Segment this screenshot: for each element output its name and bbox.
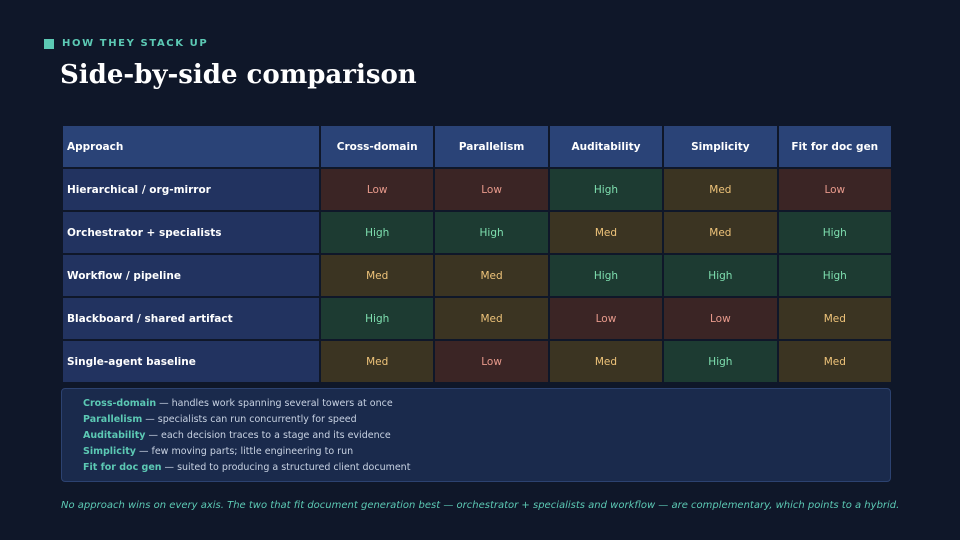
legend-term: Cross-domain bbox=[83, 398, 157, 409]
table-row: Single-agent baseline Med Low Med High M… bbox=[63, 341, 891, 382]
legend-item: Auditability — each decision traces to a… bbox=[83, 428, 890, 444]
header-parallelism: Parallelism bbox=[435, 126, 548, 167]
comparison-table: Approach Cross-domain Parallelism Audita… bbox=[61, 124, 893, 384]
header-auditability: Auditability bbox=[549, 126, 663, 167]
section-eyebrow: HOW THEY STACK UP bbox=[44, 38, 208, 49]
legend-term: Simplicity bbox=[83, 446, 136, 457]
rating-cell: High bbox=[321, 212, 434, 253]
rating-cell: Med bbox=[435, 255, 548, 296]
table-row: Hierarchical / org-mirror Low Low High M… bbox=[63, 169, 891, 210]
rating-cell: High bbox=[435, 212, 548, 253]
row-label: Single-agent baseline bbox=[63, 341, 319, 382]
legend-description: — handles work spanning several towers a… bbox=[156, 398, 393, 409]
rating-cell: Med bbox=[321, 255, 434, 296]
row-label: Hierarchical / org-mirror bbox=[63, 169, 319, 210]
rating-cell: Med bbox=[778, 298, 891, 339]
footnote: No approach wins on every axis. The two … bbox=[61, 500, 900, 511]
legend-item: Fit for doc gen — suited to producing a … bbox=[83, 460, 890, 476]
rating-cell: High bbox=[664, 341, 777, 382]
rating-cell: Med bbox=[664, 169, 777, 210]
legend-description: — specialists can run concurrently for s… bbox=[142, 414, 357, 425]
table-row: Blackboard / shared artifact High Med Lo… bbox=[63, 298, 891, 339]
rating-cell: Low bbox=[778, 169, 891, 210]
legend-term: Parallelism bbox=[83, 414, 143, 425]
page-title: Side-by-side comparison bbox=[60, 60, 417, 90]
legend-description: — suited to producing a structured clien… bbox=[161, 462, 411, 473]
rating-cell: High bbox=[549, 255, 663, 296]
header-simplicity: Simplicity bbox=[664, 126, 777, 167]
rating-cell: Med bbox=[549, 212, 663, 253]
legend-term: Auditability bbox=[83, 430, 146, 441]
rating-cell: Med bbox=[549, 341, 663, 382]
rating-cell: Low bbox=[435, 341, 548, 382]
rating-cell: High bbox=[321, 298, 434, 339]
legend-item: Simplicity — few moving parts; little en… bbox=[83, 444, 890, 460]
eyebrow-label: HOW THEY STACK UP bbox=[62, 38, 209, 49]
row-label: Workflow / pipeline bbox=[63, 255, 319, 296]
table-row: Orchestrator + specialists High High Med… bbox=[63, 212, 891, 253]
header-fit-for-doc-gen: Fit for doc gen bbox=[778, 126, 891, 167]
rating-cell: Low bbox=[435, 169, 548, 210]
rating-cell: Med bbox=[435, 298, 548, 339]
legend-description: — few moving parts; little engineering t… bbox=[135, 446, 354, 457]
rating-cell: Med bbox=[664, 212, 777, 253]
rating-cell: Med bbox=[321, 341, 434, 382]
rating-cell: Low bbox=[321, 169, 434, 210]
row-label: Orchestrator + specialists bbox=[63, 212, 319, 253]
header-cross-domain: Cross-domain bbox=[321, 126, 434, 167]
rating-cell: Low bbox=[664, 298, 777, 339]
table-header-row: Approach Cross-domain Parallelism Audita… bbox=[63, 126, 891, 167]
rating-cell: High bbox=[778, 212, 891, 253]
legend-item: Parallelism — specialists can run concur… bbox=[83, 412, 890, 428]
legend-box: Cross-domain — handles work spanning sev… bbox=[61, 388, 891, 482]
rating-cell: Low bbox=[549, 298, 663, 339]
header-approach: Approach bbox=[63, 126, 319, 167]
rating-cell: High bbox=[549, 169, 663, 210]
accent-square-icon bbox=[44, 38, 54, 49]
rating-cell: High bbox=[664, 255, 777, 296]
legend-description: — each decision traces to a stage and it… bbox=[145, 430, 391, 441]
table-row: Workflow / pipeline Med Med High High Hi… bbox=[63, 255, 891, 296]
legend-item: Cross-domain — handles work spanning sev… bbox=[83, 396, 890, 412]
legend-term: Fit for doc gen bbox=[83, 462, 162, 473]
rating-cell: High bbox=[778, 255, 891, 296]
row-label: Blackboard / shared artifact bbox=[63, 298, 319, 339]
rating-cell: Med bbox=[778, 341, 891, 382]
